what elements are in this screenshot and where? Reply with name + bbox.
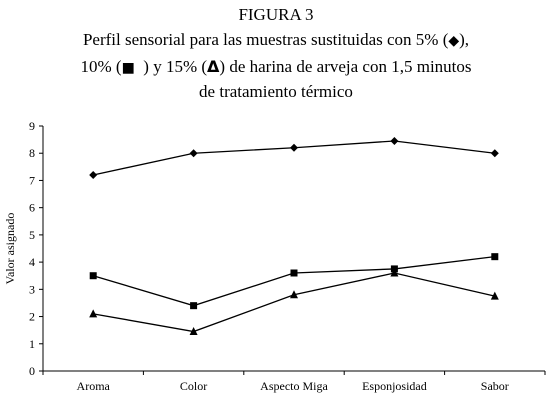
data-point-triangle	[390, 268, 399, 277]
data-point-diamond	[89, 171, 98, 179]
figure-label: FIGURA 3	[238, 5, 314, 24]
caption-line-2-a: 10% (	[80, 57, 122, 76]
x-tick-label: Aspecto Miga	[260, 379, 328, 393]
y-tick-label: 8	[29, 146, 35, 160]
caption-line-2-c: ) de harina de arveja con 1,5 minutos	[219, 57, 472, 76]
series-line-15%	[93, 272, 495, 333]
data-point-triangle	[490, 291, 499, 300]
x-tick-label: Sabor	[481, 379, 509, 393]
triangle-icon: Δ	[207, 57, 220, 76]
data-point-triangle	[189, 327, 198, 336]
data-point-diamond	[490, 149, 499, 158]
data-point-triangle	[89, 309, 98, 318]
square-icon: ■	[121, 60, 135, 76]
y-tick-label: 2	[29, 310, 35, 324]
data-point-diamond	[189, 149, 198, 158]
data-point-diamond	[290, 143, 298, 152]
x-tick-label: Aroma	[77, 379, 111, 393]
y-tick-label: 3	[29, 282, 35, 296]
caption-line-3: de tratamiento térmico	[199, 82, 353, 101]
y-tick-label: 1	[29, 337, 35, 351]
y-tick-label: 7	[29, 173, 35, 187]
data-point-square	[190, 302, 198, 310]
data-point-square	[290, 269, 298, 277]
caption-line-2-b: ) y 15% (	[134, 57, 208, 76]
data-point-square	[89, 272, 97, 280]
caption-line-1-text: Perfil sensorial para las muestras susti…	[82, 30, 449, 49]
data-point-triangle	[290, 290, 298, 299]
y-tick-label: 4	[29, 255, 35, 269]
caption-line-1: Perfil sensorial para las muestras susti…	[0, 30, 552, 50]
y-tick-label: 0	[29, 364, 35, 378]
diamond-icon: ◆	[448, 33, 460, 49]
caption-line-2: 10% (■ ) y 15% (Δ) de harina de arveja c…	[0, 57, 552, 77]
y-tick-label: 6	[29, 201, 35, 215]
x-tick-label: Color	[180, 379, 207, 393]
series-line-10%	[93, 256, 495, 307]
y-axis-title: Valor asignado	[3, 213, 17, 285]
x-tick-label: Esponjosidad	[362, 379, 427, 393]
y-tick-label: 9	[29, 119, 35, 133]
y-tick-label: 5	[29, 228, 35, 242]
data-point-diamond	[390, 136, 399, 145]
caption-line-1-end: ),	[459, 30, 470, 49]
data-point-square	[491, 253, 499, 261]
